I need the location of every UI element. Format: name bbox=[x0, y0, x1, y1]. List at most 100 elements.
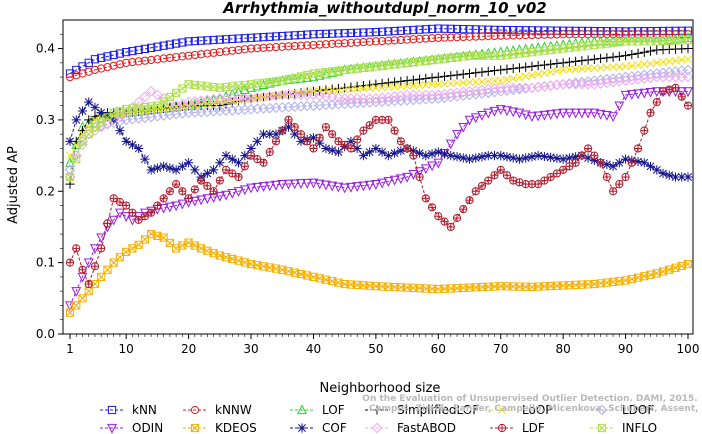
point-odin bbox=[651, 87, 662, 98]
point-ldf bbox=[346, 144, 356, 153]
point-ldf bbox=[240, 162, 249, 171]
point-ldf bbox=[78, 265, 87, 274]
point-knn bbox=[328, 29, 337, 38]
point-cof bbox=[421, 150, 431, 161]
point-knnw bbox=[671, 30, 680, 39]
point-fastabod bbox=[139, 91, 151, 103]
point-knn bbox=[359, 28, 368, 37]
point-loop bbox=[684, 55, 692, 64]
point-ldf bbox=[652, 97, 661, 107]
point-fastabod bbox=[77, 139, 88, 151]
point-knn bbox=[153, 42, 162, 51]
point-ldf bbox=[671, 83, 680, 92]
point-inflo bbox=[65, 172, 75, 182]
point-cof bbox=[433, 147, 443, 157]
point-loop bbox=[334, 85, 343, 94]
point-simplifiedlof bbox=[533, 61, 543, 71]
point-ldf bbox=[471, 187, 480, 196]
point-knnw bbox=[278, 42, 287, 51]
point-ldf bbox=[484, 176, 493, 185]
point-cof bbox=[71, 115, 81, 125]
point-odin bbox=[308, 178, 319, 189]
point-cof bbox=[208, 165, 219, 175]
point-knn bbox=[371, 28, 380, 37]
x-tick-label: 90 bbox=[618, 342, 633, 356]
point-knnw bbox=[490, 31, 499, 41]
point-cof bbox=[496, 150, 506, 161]
point-knn bbox=[540, 26, 549, 35]
point-ldf bbox=[633, 144, 643, 153]
point-odin bbox=[427, 161, 437, 172]
point-knn bbox=[271, 32, 281, 41]
x-tick-label: 50 bbox=[368, 342, 383, 356]
point-simplifiedlof bbox=[408, 75, 418, 85]
point-ldf bbox=[621, 172, 630, 182]
point-knn bbox=[315, 29, 324, 39]
point-loop bbox=[453, 79, 461, 88]
point-simplifiedlof bbox=[521, 62, 531, 72]
point-cof bbox=[677, 172, 687, 182]
x-tick-label: 1 bbox=[66, 342, 74, 356]
legend-swatch-marker bbox=[372, 405, 382, 415]
point-cof bbox=[358, 150, 368, 161]
point-knnw bbox=[509, 31, 518, 40]
point-odin bbox=[352, 182, 363, 192]
point-odin bbox=[177, 199, 188, 210]
point-knn bbox=[334, 29, 343, 38]
point-simplifiedlof bbox=[577, 56, 587, 66]
point-cof bbox=[171, 165, 181, 175]
point-cof bbox=[589, 155, 599, 165]
point-odin bbox=[676, 87, 687, 98]
point-knnw bbox=[296, 41, 306, 50]
point-ldof bbox=[682, 64, 694, 76]
point-knnw bbox=[190, 50, 199, 60]
point-odin bbox=[408, 170, 419, 180]
point-knn bbox=[484, 25, 493, 34]
point-lof bbox=[308, 71, 319, 82]
point-simplifiedlof bbox=[489, 66, 500, 76]
point-knnw bbox=[84, 67, 93, 76]
y-tick-label: 0.3 bbox=[36, 113, 55, 127]
point-cof bbox=[233, 158, 244, 168]
point-cof bbox=[633, 156, 643, 167]
series-fastabod bbox=[64, 71, 694, 183]
point-odin bbox=[527, 112, 537, 123]
point-simplifiedlof bbox=[458, 69, 468, 79]
point-loop bbox=[534, 70, 543, 79]
point-ldf bbox=[427, 203, 437, 212]
point-loop bbox=[421, 80, 430, 89]
point-cof bbox=[371, 143, 381, 154]
point-odin bbox=[620, 90, 631, 101]
point-knn bbox=[209, 35, 218, 45]
x-tick-label: 100 bbox=[677, 342, 700, 356]
point-odin bbox=[433, 158, 444, 169]
point-cof bbox=[471, 153, 481, 163]
point-ldf bbox=[284, 115, 293, 124]
point-knnw bbox=[109, 61, 118, 70]
point-simplifiedlof bbox=[421, 73, 431, 84]
point-odin bbox=[608, 112, 618, 123]
point-odin bbox=[420, 164, 431, 175]
point-knnw bbox=[328, 39, 337, 49]
point-loop bbox=[659, 58, 667, 67]
point-cof bbox=[296, 136, 306, 146]
point-kdeos bbox=[90, 279, 100, 289]
point-loop bbox=[384, 83, 393, 92]
point-knnw bbox=[540, 30, 549, 39]
point-knn bbox=[353, 28, 362, 37]
legend-swatch-marker bbox=[498, 406, 506, 414]
point-cof bbox=[521, 153, 531, 163]
point-knn bbox=[546, 26, 555, 35]
point-knn bbox=[253, 33, 262, 42]
point-simplifiedlof bbox=[446, 71, 456, 81]
point-simplifiedlof bbox=[571, 56, 581, 66]
point-knnw bbox=[140, 56, 150, 65]
point-fastabod bbox=[152, 89, 163, 101]
point-odin bbox=[370, 180, 381, 190]
point-odin bbox=[477, 111, 487, 121]
point-knn bbox=[122, 48, 131, 57]
point-loop bbox=[390, 82, 399, 91]
point-cof bbox=[508, 153, 518, 163]
point-odin bbox=[283, 179, 294, 190]
legend-item-lof: LOF bbox=[290, 403, 345, 417]
